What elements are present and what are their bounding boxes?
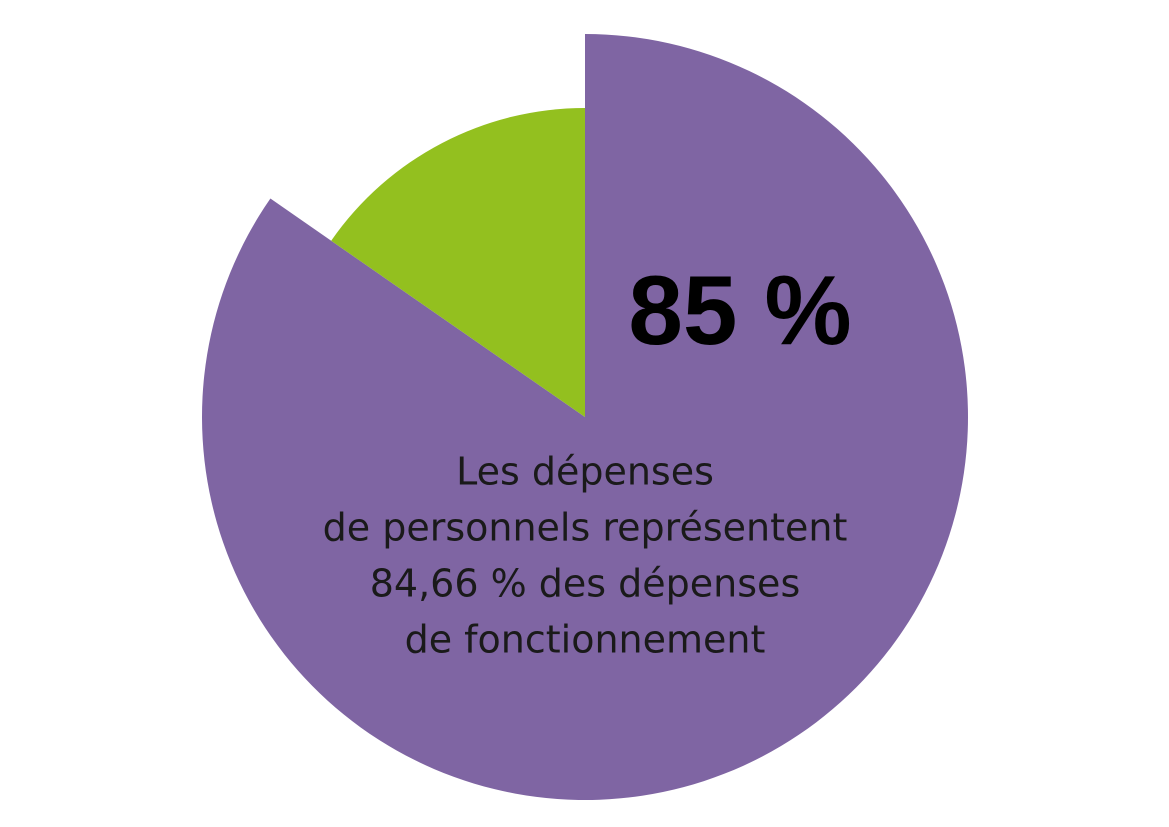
pie-slice — [331, 108, 585, 417]
value-label: 85 % — [628, 255, 851, 365]
annotation-line: 84,66 % des dépenses — [370, 562, 801, 606]
annotation-line: Les dépenses — [456, 450, 714, 494]
annotation-line: de fonctionnement — [405, 618, 766, 662]
annotation-line: de personnels représentent — [323, 506, 848, 550]
